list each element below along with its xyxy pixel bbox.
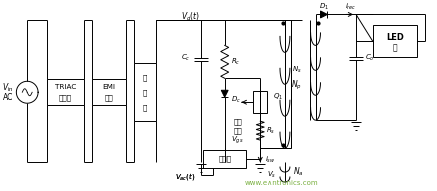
- Text: $V_{ac}(t)$: $V_{ac}(t)$: [175, 171, 195, 181]
- Text: $N_s$: $N_s$: [292, 65, 302, 75]
- Text: AC: AC: [3, 93, 14, 102]
- Text: $i_{rec}$: $i_{rec}$: [345, 1, 357, 12]
- Bar: [203, 150, 246, 168]
- Text: LED: LED: [386, 33, 404, 42]
- Bar: [373, 25, 417, 57]
- Text: $i_{sw}$: $i_{sw}$: [265, 155, 276, 165]
- Text: $V_{\rm in}$: $V_{\rm in}$: [2, 81, 14, 94]
- Text: $C_c$: $C_c$: [180, 53, 190, 63]
- Text: 串: 串: [393, 43, 397, 52]
- Text: 控制器: 控制器: [218, 156, 231, 162]
- Text: 调光器: 调光器: [59, 94, 72, 100]
- Text: $V_s$: $V_s$: [267, 170, 276, 180]
- Text: $D_c$: $D_c$: [231, 95, 241, 105]
- Text: $V_d(t)$: $V_d(t)$: [181, 10, 201, 23]
- Text: $V_{gs}$: $V_{gs}$: [231, 134, 244, 146]
- Bar: [92, 79, 126, 105]
- Text: $V_{ac}(t)$: $V_{ac}(t)$: [175, 171, 195, 181]
- Text: 流: 流: [142, 89, 147, 96]
- Text: $R_s$: $R_s$: [266, 125, 275, 136]
- Text: $Q_1$: $Q_1$: [273, 92, 283, 102]
- Text: 滤波: 滤波: [105, 94, 114, 100]
- Text: $R_c$: $R_c$: [231, 57, 240, 67]
- Text: $N_p$: $N_p$: [291, 79, 302, 92]
- Text: $D_1$: $D_1$: [319, 1, 329, 12]
- Bar: [47, 79, 83, 105]
- Text: 整: 整: [142, 74, 147, 81]
- Bar: [134, 63, 156, 121]
- Polygon shape: [320, 11, 327, 18]
- Bar: [253, 91, 267, 113]
- Text: TRIAC: TRIAC: [55, 84, 76, 90]
- Polygon shape: [221, 90, 228, 97]
- Text: 门极: 门极: [233, 119, 242, 125]
- Text: EMI: EMI: [103, 84, 116, 90]
- Text: 桥: 桥: [142, 104, 147, 111]
- Text: $N_a$: $N_a$: [293, 166, 303, 178]
- Text: 信号: 信号: [233, 128, 242, 134]
- Text: www.e∧ntronics.com: www.e∧ntronics.com: [245, 180, 319, 186]
- Text: $C_o$: $C_o$: [365, 53, 375, 63]
